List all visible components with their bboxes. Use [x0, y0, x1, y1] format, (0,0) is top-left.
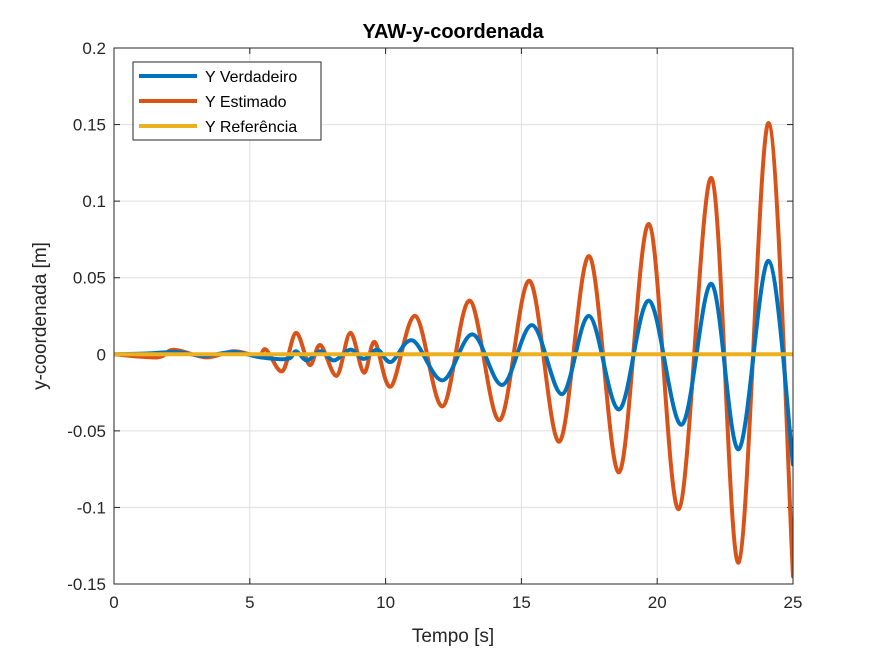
legend-label: Y Referência [205, 119, 297, 136]
series-lines [114, 121, 793, 579]
series-line-y-estimado [114, 121, 793, 579]
legend: Y Verdadeiro Y Estimado Y Referência [132, 61, 322, 141]
y-tick-label: 0 [97, 345, 106, 364]
x-tick-label: 15 [512, 593, 531, 612]
y-tick-label: 0.2 [82, 39, 106, 58]
chart-title: YAW-y-coordenada [362, 21, 544, 43]
x-tick-label: 0 [109, 593, 118, 612]
y-tick-label: 0.1 [82, 192, 106, 211]
x-tick-label: 20 [648, 593, 667, 612]
y-axis-ticks: -0.15 -0.1 -0.05 0 0.05 0.1 0.15 0.2 [67, 39, 793, 594]
x-tick-label: 25 [784, 593, 803, 612]
y-tick-label: -0.05 [67, 422, 106, 441]
x-tick-label: 5 [245, 593, 254, 612]
y-tick-label: -0.15 [67, 575, 106, 594]
legend-label: Y Verdadeiro [205, 69, 297, 86]
x-tick-label: 10 [376, 593, 395, 612]
y-tick-label: 0.15 [73, 116, 106, 135]
y-axis-label: y-coordenada [m] [30, 242, 51, 390]
y-tick-label: -0.1 [77, 498, 106, 517]
x-axis-ticks: 0 5 10 15 20 25 [109, 48, 802, 612]
plot-frame [113, 47, 794, 585]
legend-label: Y Estimado [205, 94, 287, 111]
y-tick-label: 0.05 [73, 269, 106, 288]
x-axis-label: Tempo [s] [412, 626, 494, 647]
series-line-y-verdadeiro [114, 258, 793, 467]
